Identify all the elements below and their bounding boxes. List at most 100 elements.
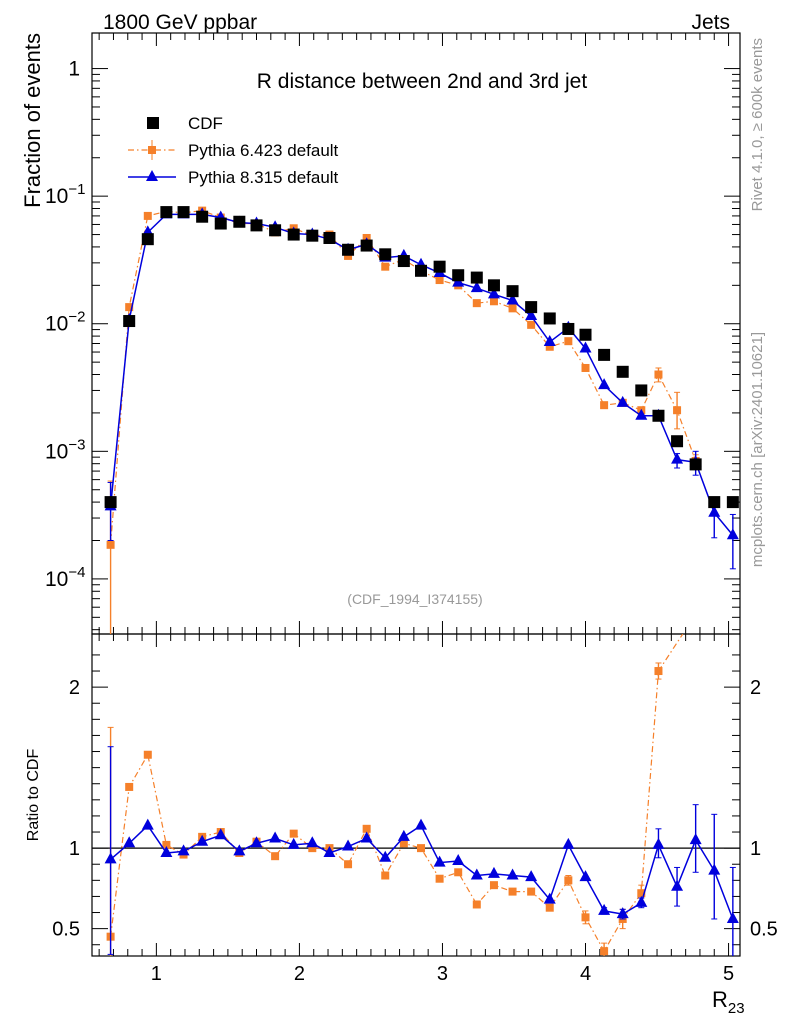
main-y-tick-label: 10−2 xyxy=(45,309,85,336)
y-tick-exponent: −1 xyxy=(68,181,85,198)
main-point-cdf xyxy=(671,435,684,448)
main-point-pythia8 xyxy=(543,334,556,346)
ratio-point-pythia8 xyxy=(726,911,739,923)
x-tick-label: 4 xyxy=(580,963,591,985)
main-point-cdf xyxy=(470,271,483,284)
ratio-point-pythia8 xyxy=(196,834,209,846)
main-point-pythia6 xyxy=(435,276,444,285)
ratio-point-pythia6 xyxy=(600,947,609,956)
ratio-line-pythia6 xyxy=(110,634,684,953)
legend-marker-cdf xyxy=(147,117,159,129)
main-point-cdf xyxy=(525,301,538,314)
main-point-cdf xyxy=(323,231,336,244)
ratio-y-tick-label-right: 0.5 xyxy=(750,919,778,941)
ratio-point-pythia6 xyxy=(362,824,371,833)
ratio-point-pythia8 xyxy=(525,870,538,882)
main-point-cdf xyxy=(689,458,702,471)
main-point-cdf xyxy=(635,384,648,397)
main-point-pythia6 xyxy=(472,299,481,308)
main-point-cdf xyxy=(306,229,319,242)
x-tick-label: 1 xyxy=(151,963,162,985)
ratio-series-pythia-6-423-default xyxy=(106,634,684,956)
main-point-pythia8 xyxy=(487,287,500,299)
axis-ticks: 1 2 3 4 510−410−310−210−110.5 0.51 12 2 xyxy=(45,33,778,985)
main-point-pythia6 xyxy=(673,406,682,415)
main-point-pythia6 xyxy=(564,337,573,346)
ratio-point-pythia6 xyxy=(289,829,298,838)
ratio-y-tick-label: 0.5 xyxy=(52,919,80,941)
ratio-point-pythia8 xyxy=(233,844,246,856)
main-point-cdf xyxy=(708,496,721,509)
ratio-y-tick-label: 2 xyxy=(69,677,80,699)
main-point-pythia6 xyxy=(489,297,498,306)
ratio-point-pythia6 xyxy=(344,860,353,869)
main-y-tick-label: 10−1 xyxy=(45,181,85,208)
y-tick-base: 10 xyxy=(45,568,68,591)
main-point-cdf xyxy=(487,279,500,292)
ratio-point-pythia6 xyxy=(308,844,317,853)
ratio-point-pythia8 xyxy=(415,818,428,830)
main-point-cdf xyxy=(452,269,465,282)
ratio-point-pythia8 xyxy=(579,870,592,882)
ratio-point-pythia8 xyxy=(342,839,355,851)
ratio-point-pythia6 xyxy=(381,871,390,880)
ratio-point-pythia6 xyxy=(417,844,426,853)
y-tick-base: 10 xyxy=(45,313,68,336)
ratio-point-pythia8 xyxy=(470,868,483,880)
ratio-point-pythia6 xyxy=(527,887,536,896)
ratio-point-pythia6 xyxy=(454,868,463,877)
main-point-cdf xyxy=(342,243,355,256)
ratio-point-pythia8 xyxy=(287,837,300,849)
header-right: Jets xyxy=(691,11,730,34)
ratio-y-tick-label: 1 xyxy=(69,838,80,860)
main-point-pythia6 xyxy=(527,320,536,329)
main-point-pythia8 xyxy=(525,308,538,320)
main-point-pythia6 xyxy=(508,304,517,313)
ratio-plot-frame xyxy=(91,633,741,957)
ratio-point-pythia8 xyxy=(598,903,611,915)
main-point-pythia6 xyxy=(581,363,590,372)
main-line-pythia6 xyxy=(109,210,697,545)
main-y-tick-label: 10−4 xyxy=(45,564,85,591)
series-layer xyxy=(104,206,739,956)
ratio-point-pythia8 xyxy=(652,837,665,849)
main-point-pythia8 xyxy=(726,528,739,540)
ratio-point-pythia6 xyxy=(435,874,444,883)
ratio-point-pythia8 xyxy=(708,863,721,875)
y-tick-base: 10 xyxy=(45,440,68,463)
ratio-point-pythia8 xyxy=(214,828,227,840)
ratio-point-pythia8 xyxy=(487,866,500,878)
main-series-pythia-6-423-default xyxy=(106,206,700,634)
main-point-cdf xyxy=(233,215,246,228)
main-point-pythia6 xyxy=(143,211,152,220)
ratio-series-pythia-8-315-default xyxy=(104,746,739,956)
main-point-pythia8 xyxy=(616,395,629,407)
ratio-point-pythia8 xyxy=(397,829,410,841)
main-point-cdf xyxy=(506,285,519,298)
ratio-point-pythia8 xyxy=(635,895,648,907)
ratio-point-pythia8 xyxy=(689,833,702,845)
ratio-point-pythia8 xyxy=(433,855,446,867)
ratio-point-pythia6 xyxy=(143,750,152,759)
main-point-pythia8 xyxy=(470,281,483,293)
ratio-point-pythia8 xyxy=(379,850,392,862)
main-point-cdf xyxy=(433,260,446,273)
ratio-point-pythia6 xyxy=(399,839,408,848)
main-point-cdf xyxy=(196,210,209,223)
ratio-point-pythia8 xyxy=(671,879,684,891)
ratio-y-tick-label-right: 1 xyxy=(750,838,761,860)
main-y-tick-label: 10−3 xyxy=(45,436,85,463)
legend-label-pythia8: Pythia 8.315 default xyxy=(188,168,339,187)
ratio-point-pythia8 xyxy=(269,831,282,843)
ratio-point-pythia8 xyxy=(616,907,629,919)
main-series-cdf xyxy=(104,206,739,509)
main-point-cdf xyxy=(726,496,739,509)
ratio-point-pythia8 xyxy=(562,837,575,849)
main-point-cdf xyxy=(397,255,410,268)
y-tick-base: 10 xyxy=(45,185,68,208)
main-point-cdf xyxy=(598,348,611,361)
main-point-pythia6 xyxy=(381,262,390,271)
main-y-tick-label: 1 xyxy=(68,58,80,81)
ratio-y-tick-label-right: 2 xyxy=(750,677,761,699)
